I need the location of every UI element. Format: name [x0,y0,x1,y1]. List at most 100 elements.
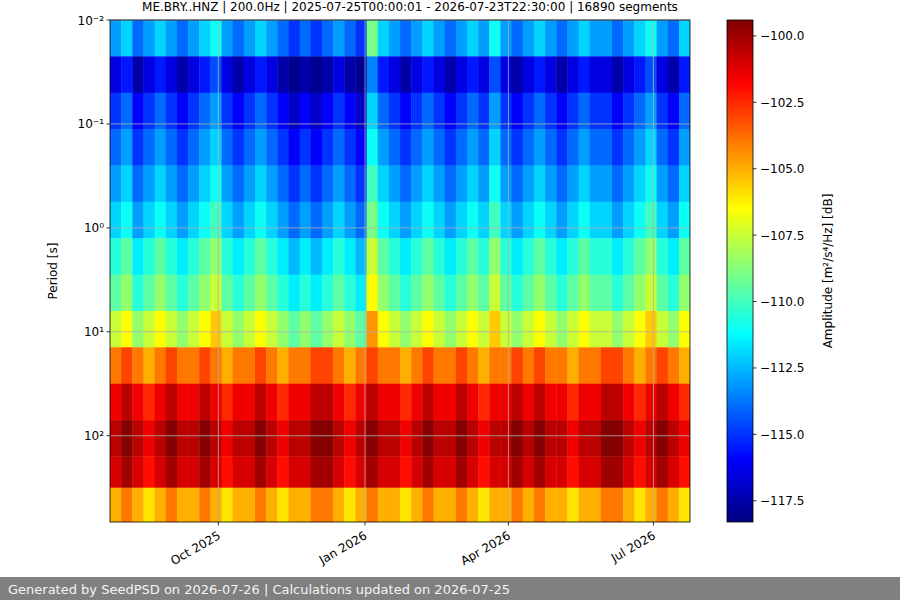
heatmap-cell [378,311,390,348]
heatmap-cell [244,165,256,202]
heatmap-cell [679,420,690,457]
heatmap-cell [311,420,323,457]
heatmap-cell [601,129,613,166]
heatmap-cell [556,275,568,312]
heatmap-cell [166,347,178,384]
heatmap-cell [612,311,624,348]
heatmap-cell [601,384,613,421]
heatmap-cell [601,420,613,457]
heatmap-cell [545,20,557,57]
heatmap-cell [590,56,602,93]
heatmap-cell [523,456,535,488]
heatmap-cell [422,56,434,93]
heatmap-cell [266,56,278,93]
heatmap-cell [601,311,613,348]
heatmap-cell [523,347,535,384]
heatmap-cell [143,311,155,348]
heatmap-cell [612,56,624,93]
heatmap-cell [210,56,222,93]
heatmap-cell [467,129,479,166]
heatmap-cell [210,384,222,421]
heatmap-cell [344,275,356,312]
heatmap-cell [623,165,635,202]
heatmap-cell [166,20,178,57]
heatmap-cell [222,56,234,93]
heatmap-cell [579,20,591,57]
heatmap-cell [500,488,512,522]
heatmap-cell [288,347,300,384]
heatmap-cell [177,275,189,312]
heatmap-cell [679,456,690,488]
heatmap-cell [679,202,690,239]
heatmap-cell [545,420,557,457]
heatmap-cell [155,165,167,202]
heatmap-cell [645,420,657,457]
heatmap-cell [255,420,267,457]
heatmap-cell [434,56,446,93]
y-tick-label: 10⁻² [78,14,105,28]
heatmap-cell [155,311,167,348]
x-tick-label: Jul 2026 [608,528,658,565]
heatmap-cell [143,165,155,202]
x-tick [653,522,654,526]
heatmap-cell [110,165,122,202]
heatmap-cell [143,384,155,421]
heatmap-cell [311,129,323,166]
colorbar-tick [753,235,757,236]
heatmap-cell [233,456,245,488]
heatmap-cell [288,202,300,239]
heatmap-cell [199,165,211,202]
heatmap-cell [556,420,568,457]
heatmap-cell [244,238,256,275]
heatmap-cell [255,456,267,488]
heatmap-cell [623,56,635,93]
heatmap-cell [500,347,512,384]
colorbar-tick [753,102,757,103]
heatmap-cell [378,129,390,166]
heatmap-cell [567,488,579,522]
heatmap-cell [534,20,546,57]
heatmap-cell [344,420,356,457]
heatmap-cell [322,384,334,421]
heatmap-cell [188,311,200,348]
heatmap-cell [300,384,312,421]
heatmap-cell [422,275,434,312]
heatmap-cell [110,56,122,93]
x-tick [508,522,509,526]
heatmap-cell [166,238,178,275]
heatmap-cell [556,347,568,384]
heatmap-cell [434,488,446,522]
heatmap-cell [579,456,591,488]
heatmap-cell [645,488,657,522]
heatmap-cell [422,165,434,202]
heatmap-cell [556,488,568,522]
heatmap-cell [132,202,144,239]
heatmap-cell [679,238,690,275]
heatmap-cell [478,488,490,522]
heatmap-cell [601,165,613,202]
heatmap-cell [233,202,245,239]
heatmap-cell [657,202,669,239]
heatmap-cell [434,129,446,166]
heatmap-cell [110,420,122,457]
heatmap-cell [657,420,669,457]
heatmap-cell [333,165,345,202]
heatmap-cell [389,347,401,384]
heatmap-cell [155,275,167,312]
heatmap-cell [344,311,356,348]
heatmap-cell [523,165,535,202]
heatmap-cell [132,56,144,93]
heatmap-cell [623,420,635,457]
heatmap-cell [177,165,189,202]
heatmap-cell [512,238,524,275]
heatmap-cell [389,238,401,275]
heatmap-cell [512,275,524,312]
heatmap-cell [300,202,312,239]
heatmap-cell [456,56,468,93]
heatmap-cell [411,488,423,522]
heatmap-cell [634,129,646,166]
heatmap-cell [500,275,512,312]
heatmap-cell [222,20,234,57]
heatmap-cell [657,165,669,202]
heatmap-cell [378,420,390,457]
